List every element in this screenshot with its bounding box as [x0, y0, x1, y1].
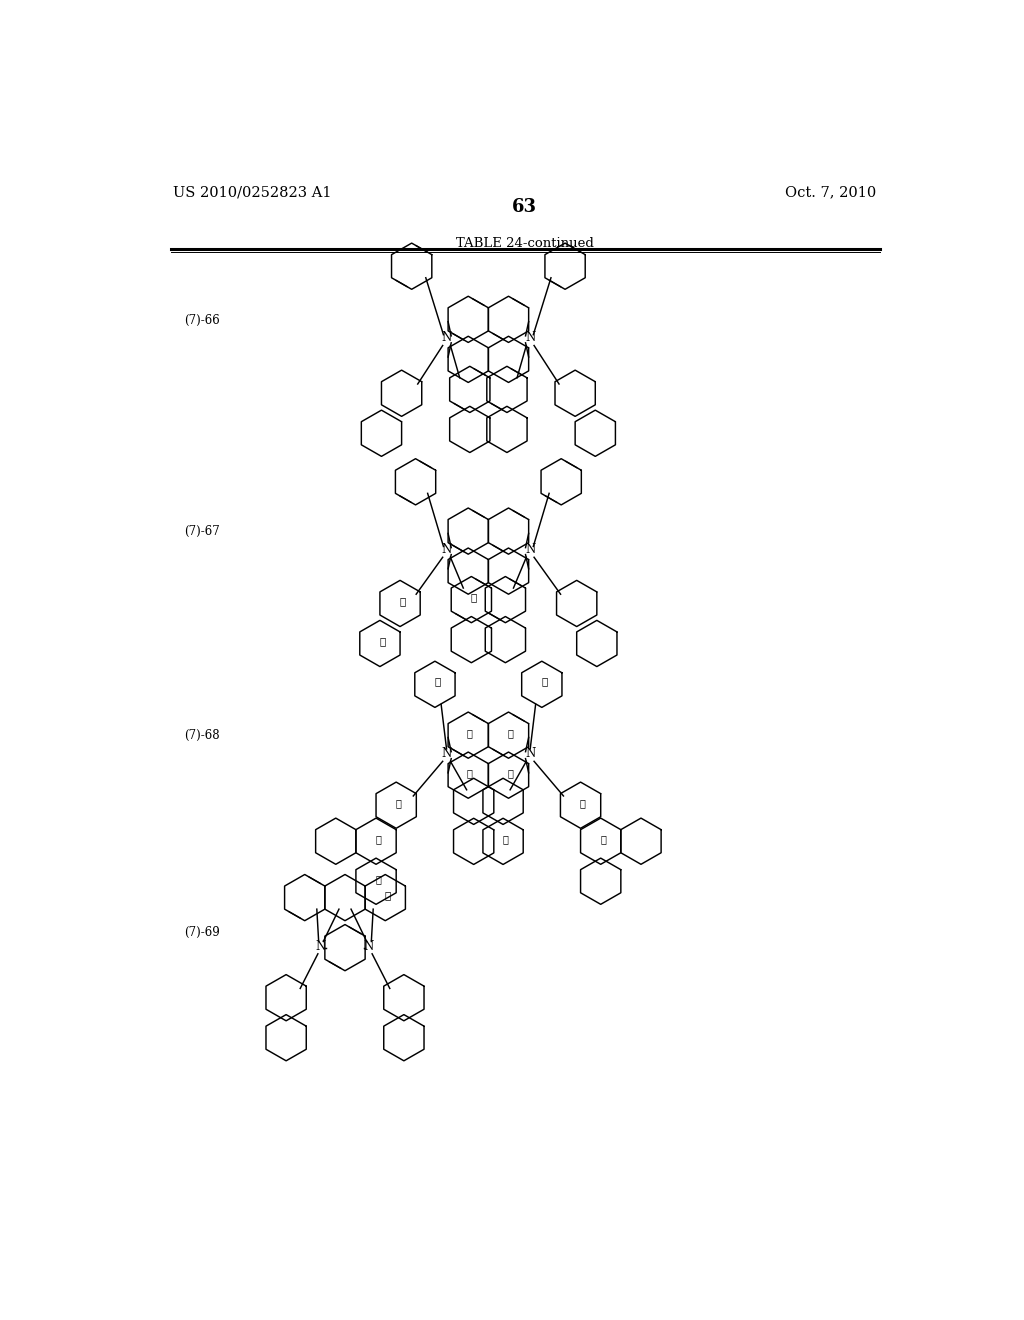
Text: N: N — [441, 747, 452, 760]
Text: TABLE 24-continued: TABLE 24-continued — [456, 238, 594, 249]
Text: ⓡ: ⓡ — [376, 874, 381, 884]
Text: N: N — [364, 940, 374, 953]
Text: ⓡ: ⓡ — [434, 676, 440, 686]
Text: (7)-69: (7)-69 — [183, 925, 219, 939]
Text: ⓡ: ⓡ — [395, 797, 401, 808]
Text: ⓡ: ⓡ — [467, 768, 473, 779]
Text: US 2010/0252823 A1: US 2010/0252823 A1 — [173, 185, 332, 199]
Text: (7)-68: (7)-68 — [183, 730, 219, 742]
Text: ⓡ: ⓡ — [376, 834, 381, 843]
Text: (7)-66: (7)-66 — [183, 314, 219, 326]
Text: 63: 63 — [512, 198, 538, 216]
Text: ⓡ: ⓡ — [507, 768, 513, 779]
Text: N: N — [525, 747, 536, 760]
Text: ⓡ: ⓡ — [541, 676, 547, 686]
Text: ⓡ: ⓡ — [379, 636, 385, 647]
Text: ⓡ: ⓡ — [399, 597, 406, 606]
Text: N: N — [441, 331, 452, 345]
Text: ⓡ: ⓡ — [467, 729, 473, 739]
Text: ⓡ: ⓡ — [580, 797, 586, 808]
Text: N: N — [315, 940, 326, 953]
Text: ⓡ: ⓡ — [600, 834, 606, 843]
Text: N: N — [525, 543, 536, 556]
Text: ⓡ: ⓡ — [507, 729, 513, 739]
Text: ⓡ: ⓡ — [384, 890, 391, 900]
Text: (7)-67: (7)-67 — [183, 525, 219, 539]
Text: Oct. 7, 2010: Oct. 7, 2010 — [785, 185, 877, 199]
Text: N: N — [441, 543, 452, 556]
Text: N: N — [525, 331, 536, 345]
Text: ⓡ: ⓡ — [471, 593, 477, 602]
Text: ⓡ: ⓡ — [503, 834, 508, 843]
